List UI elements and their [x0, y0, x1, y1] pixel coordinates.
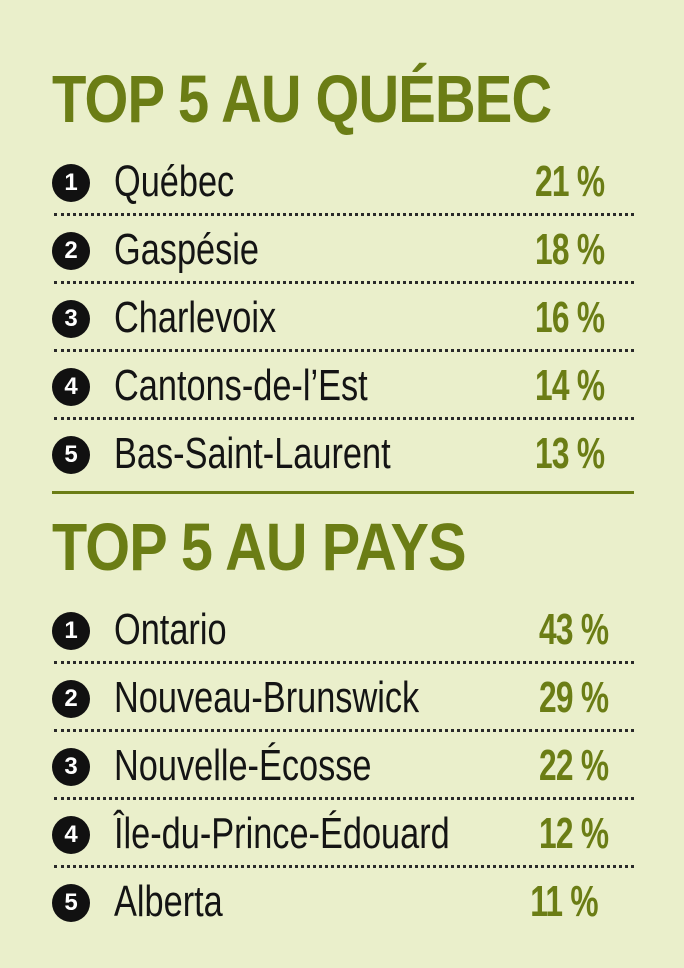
region-percent: 16 %	[534, 293, 605, 342]
rank-badge: 1	[52, 164, 90, 202]
rank-badge: 5	[52, 436, 90, 474]
ranking-row: 1 Québec 21 %	[52, 148, 634, 216]
quebec-ranking-list: 1 Québec 21 % 2 Gaspésie 18 % 3 Charlevo…	[52, 148, 634, 488]
region-percent: 13 %	[534, 429, 605, 478]
rank-badge: 1	[52, 612, 90, 650]
province-name: Ontario	[114, 605, 227, 654]
quebec-heading: TOP 5 AU QUÉBEC	[52, 62, 552, 137]
province-percent: 12 %	[538, 809, 609, 858]
province-name: Nouvelle-Écosse	[114, 741, 372, 790]
region-percent: 21 %	[534, 157, 605, 206]
ranking-row: 3 Nouvelle-Écosse 22 %	[52, 732, 634, 800]
province-percent: 43 %	[538, 605, 609, 654]
province-percent: 29 %	[538, 673, 609, 722]
ranking-row: 3 Charlevoix 16 %	[52, 284, 634, 352]
top5-quebec-section: TOP 5 AU QUÉBEC 1 Québec 21 % 2 Gaspésie…	[52, 52, 634, 488]
province-percent: 22 %	[538, 741, 609, 790]
rank-badge: 5	[52, 884, 90, 922]
section-divider	[52, 491, 634, 494]
ranking-row: 2 Gaspésie 18 %	[52, 216, 634, 284]
province-percent: 11 %	[530, 877, 598, 926]
province-name: Île-du-Prince-Édouard	[114, 809, 450, 858]
region-name: Bas-Saint-Laurent	[114, 429, 391, 478]
rank-badge: 3	[52, 300, 90, 338]
ranking-row: 4 Île-du-Prince-Édouard 12 %	[52, 800, 634, 868]
rank-badge: 4	[52, 816, 90, 854]
rank-badge: 4	[52, 368, 90, 406]
region-percent: 14 %	[534, 361, 605, 410]
ranking-row: 2 Nouveau-Brunswick 29 %	[52, 664, 634, 732]
region-name: Québec	[114, 157, 235, 206]
ranking-row: 5 Bas-Saint-Laurent 13 %	[52, 420, 634, 488]
ranking-row: 4 Cantons-de-l’Est 14 %	[52, 352, 634, 420]
pays-ranking-list: 1 Ontario 43 % 2 Nouveau-Brunswick 29 % …	[52, 596, 634, 936]
pays-heading: TOP 5 AU PAYS	[52, 510, 467, 585]
region-name: Cantons-de-l’Est	[114, 361, 368, 410]
region-percent: 18 %	[534, 225, 605, 274]
top5-pays-section: TOP 5 AU PAYS 1 Ontario 43 % 2 Nouveau-B…	[52, 500, 634, 936]
region-name: Gaspésie	[114, 225, 259, 274]
province-name: Alberta	[114, 877, 223, 926]
rank-badge: 2	[52, 232, 90, 270]
ranking-row: 5 Alberta 11 %	[52, 868, 634, 936]
region-name: Charlevoix	[114, 293, 277, 342]
rank-badge: 3	[52, 748, 90, 786]
province-name: Nouveau-Brunswick	[114, 673, 420, 722]
rank-badge: 2	[52, 680, 90, 718]
ranking-row: 1 Ontario 43 %	[52, 596, 634, 664]
